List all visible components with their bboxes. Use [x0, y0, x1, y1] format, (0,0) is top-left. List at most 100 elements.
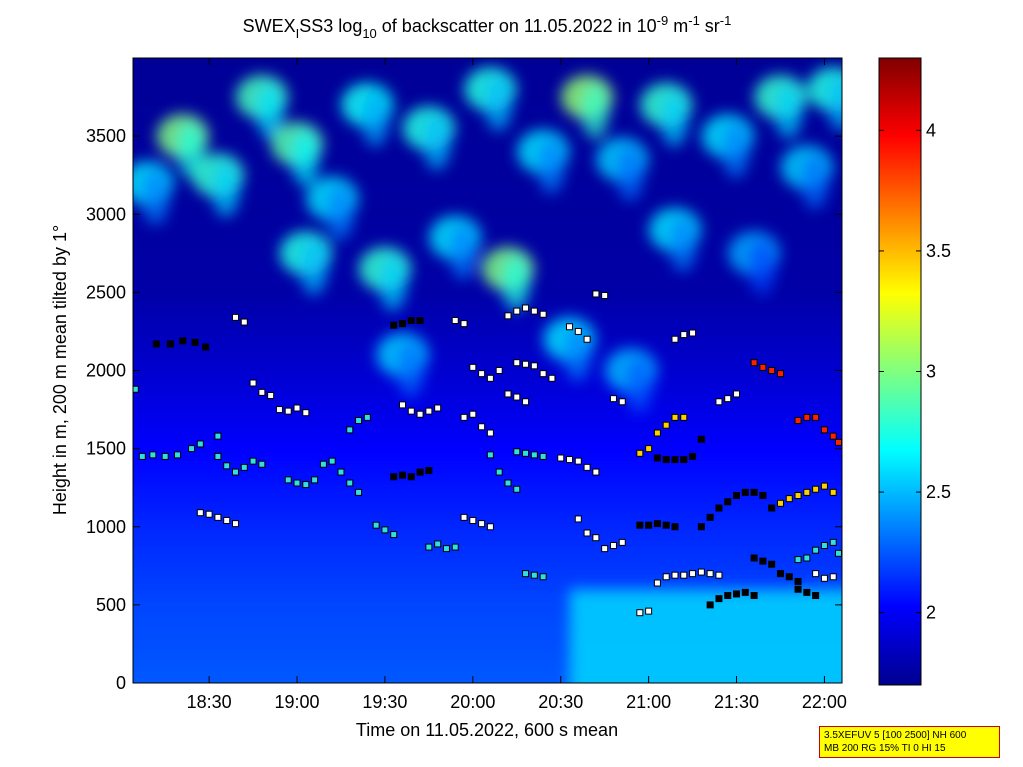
backscatter-marker: [390, 531, 398, 539]
backscatter-marker: [662, 456, 670, 464]
backscatter-marker: [214, 432, 222, 440]
cloud-streak: [291, 129, 320, 186]
cloud-streak: [141, 169, 170, 225]
background-band: [133, 573, 842, 579]
background-band: [133, 179, 842, 184]
backscatter-marker: [539, 370, 547, 378]
background-band: [133, 147, 842, 153]
backscatter-marker: [460, 320, 468, 328]
backscatter-marker: [834, 438, 842, 446]
cloud-streak: [299, 239, 328, 296]
cloud-streak: [449, 223, 478, 280]
backscatter-marker: [284, 407, 292, 415]
backscatter-marker: [478, 370, 486, 378]
background-band: [133, 643, 842, 649]
x-tick-label: 19:00: [274, 692, 319, 712]
background-band: [133, 315, 842, 321]
backscatter-marker: [671, 571, 679, 579]
backscatter-marker: [636, 609, 644, 617]
heatmap-area: [133, 58, 842, 683]
backscatter-marker: [680, 413, 688, 421]
backscatter-marker: [592, 290, 600, 298]
backscatter-marker: [504, 390, 512, 398]
background-band: [133, 358, 842, 364]
background-band: [133, 421, 842, 426]
y-tick-label: 3500: [86, 126, 126, 146]
backscatter-marker: [302, 409, 310, 417]
background-band: [133, 640, 842, 645]
backscatter-marker: [566, 456, 574, 464]
cloud-streak: [537, 137, 566, 194]
backscatter-marker: [319, 460, 327, 468]
background-band: [133, 534, 842, 540]
background-band: [133, 518, 842, 524]
cloud-streak: [625, 356, 654, 413]
background-band: [133, 350, 842, 356]
background-band: [133, 300, 842, 305]
backscatter-marker: [469, 410, 477, 418]
background-band: [133, 436, 842, 442]
background-band: [133, 671, 842, 676]
backscatter-marker: [486, 451, 494, 459]
backscatter-marker: [522, 304, 530, 312]
cloud-streak: [211, 161, 240, 218]
cloud-streak: [800, 153, 829, 210]
backscatter-marker: [733, 590, 741, 598]
backscatter-marker: [733, 390, 741, 398]
x-axis: 18:30 19:00 19:30 20:00 20:30 21:00 21:30 22:00: [187, 58, 847, 712]
background-band: [133, 362, 842, 368]
chart-title: SWEXISS3 log10 of backscatter on 11.05.2…: [243, 13, 732, 41]
backscatter-marker: [636, 449, 644, 457]
y-tick-label: 2500: [86, 282, 126, 302]
backscatter-marker: [416, 410, 424, 418]
cloud-streak: [361, 90, 390, 147]
background-band: [133, 565, 842, 571]
background-band: [133, 479, 842, 485]
background-band: [133, 132, 842, 137]
backscatter-marker: [697, 435, 705, 443]
background-band: [133, 241, 842, 247]
background-band: [133, 636, 842, 641]
background-band: [133, 597, 842, 602]
backscatter-marker: [460, 513, 468, 521]
backscatter-marker: [530, 362, 538, 370]
backscatter-marker: [451, 543, 459, 551]
backscatter-marker: [522, 449, 530, 457]
background-band: [133, 206, 842, 211]
background-band: [133, 292, 842, 297]
backscatter-marker: [776, 370, 784, 378]
cloud-streak: [827, 75, 842, 132]
background-band: [133, 604, 842, 610]
backscatter-marker: [478, 520, 486, 528]
backscatter-marker: [513, 448, 521, 456]
background-band: [133, 214, 842, 219]
backscatter-marker: [258, 388, 266, 396]
y-tick-label: 1500: [86, 439, 126, 459]
y-axis-label: Height in m, 200 m mean tilted by 1°: [50, 225, 70, 515]
backscatter-marker: [706, 601, 714, 609]
backscatter-marker: [812, 570, 820, 578]
background-band: [133, 327, 842, 333]
backscatter-marker: [407, 407, 415, 415]
background-band: [133, 61, 842, 67]
background-band: [133, 171, 842, 176]
background-band: [133, 280, 842, 286]
background-band: [133, 128, 842, 133]
backscatter-marker: [697, 568, 705, 576]
backscatter-marker: [785, 495, 793, 503]
backscatter-marker: [152, 340, 160, 348]
backscatter-marker: [768, 504, 776, 512]
backscatter-marker: [425, 407, 433, 415]
backscatter-marker: [196, 509, 204, 517]
backscatter-marker: [188, 445, 196, 453]
backscatter-marker: [794, 585, 802, 593]
background-band: [133, 237, 842, 243]
backscatter-marker: [231, 313, 239, 321]
background-band: [133, 167, 842, 172]
backscatter-marker: [460, 413, 468, 421]
backscatter-marker: [671, 456, 679, 464]
background-band: [133, 558, 842, 563]
backscatter-marker: [803, 554, 811, 562]
cloud-streak: [748, 239, 777, 296]
